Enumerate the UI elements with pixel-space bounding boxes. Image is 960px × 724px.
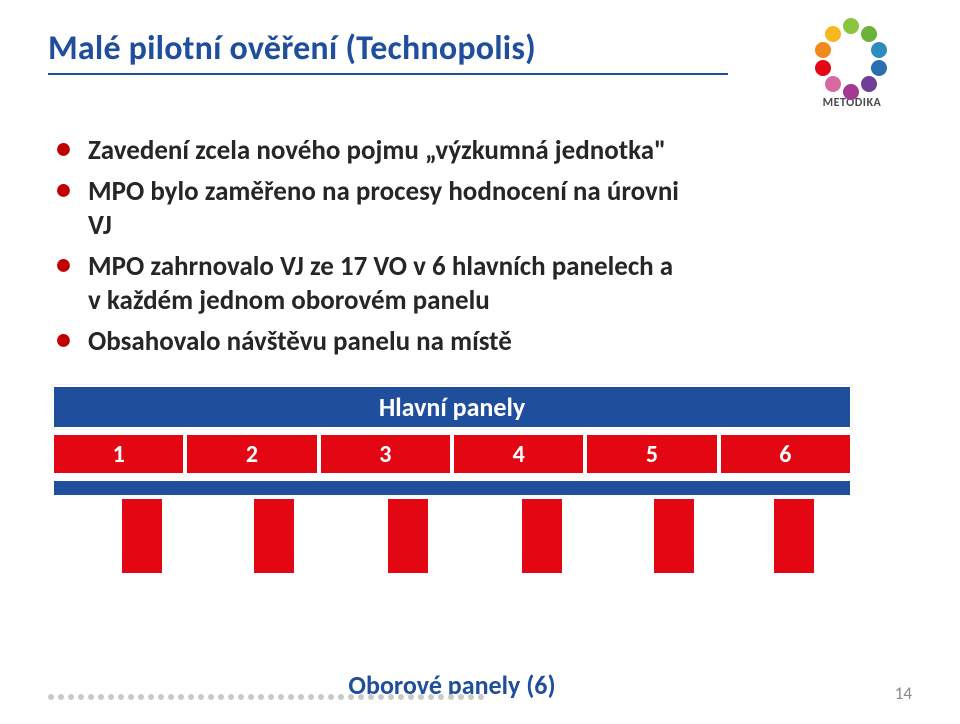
bullet-text: MPO zahrnovalo VJ ze 17 VO v 6 hlavních … bbox=[88, 250, 673, 283]
footer-dot bbox=[198, 694, 204, 700]
bullet-text: Obsahovalo návštěvu panelu na místě bbox=[88, 325, 512, 358]
footer-dot bbox=[218, 694, 224, 700]
bullet-item: MPO zahrnovalo VJ ze 17 VO v 6 hlavních … bbox=[82, 250, 912, 319]
footer-dot bbox=[88, 694, 94, 700]
footer-dot bbox=[418, 694, 424, 700]
footer-dot bbox=[188, 694, 194, 700]
bullet-text: Zavedení zcela nového pojmu „výzkumná je… bbox=[88, 134, 666, 167]
logo-dot bbox=[825, 26, 841, 42]
main-panel-cell: 5 bbox=[585, 433, 718, 475]
footer-dot bbox=[228, 694, 234, 700]
main-panel-cell: 3 bbox=[319, 433, 452, 475]
sub-panel-leg bbox=[120, 497, 164, 575]
footer-dot bbox=[258, 694, 264, 700]
sub-panel-leg bbox=[520, 497, 564, 575]
footer-dot bbox=[138, 694, 144, 700]
logo-dot bbox=[871, 42, 887, 58]
footer-dot bbox=[388, 694, 394, 700]
main-panel-row: 123456 bbox=[52, 433, 852, 475]
main-panel-cell: 6 bbox=[719, 433, 852, 475]
logo-dot bbox=[861, 26, 877, 42]
logo-dot bbox=[843, 18, 859, 34]
footer-dot bbox=[98, 694, 104, 700]
logo-dot bbox=[871, 60, 887, 76]
diagram-header: Hlavní panely bbox=[52, 385, 852, 429]
main-panel-cell: 4 bbox=[452, 433, 585, 475]
footer-dot bbox=[368, 694, 374, 700]
bullet-text: MPO bylo zaměřeno na procesy hodnocení n… bbox=[88, 175, 679, 208]
bullet-item: MPO bylo zaměřeno na procesy hodnocení n… bbox=[82, 175, 912, 244]
logo-dot bbox=[815, 60, 831, 76]
logo: METODIKA bbox=[792, 24, 912, 110]
sub-panel-leg bbox=[772, 497, 816, 575]
footer-dot bbox=[468, 694, 474, 700]
footer-dot bbox=[158, 694, 164, 700]
footer-dot bbox=[148, 694, 154, 700]
footer-dot bbox=[458, 694, 464, 700]
footer-dot bbox=[68, 694, 74, 700]
footer-dot bbox=[208, 694, 214, 700]
footer-dot bbox=[438, 694, 444, 700]
main-panel-cell: 2 bbox=[185, 433, 318, 475]
slide-title: Malé pilotní ověření (Technopolis) bbox=[48, 28, 792, 69]
footer-dot bbox=[328, 694, 334, 700]
logo-dots bbox=[811, 24, 893, 106]
bullet-item: Obsahovalo návštěvu panelu na místě bbox=[82, 325, 912, 360]
bullet-text-cont: VJ bbox=[88, 209, 912, 244]
logo-dot bbox=[815, 42, 831, 58]
bullet-item: Zavedení zcela nového pojmu „výzkumná je… bbox=[82, 134, 912, 169]
footer-dots bbox=[48, 694, 484, 700]
footer-dot bbox=[278, 694, 284, 700]
footer-dot bbox=[48, 694, 54, 700]
footer-dot bbox=[408, 694, 414, 700]
footer-dot bbox=[58, 694, 64, 700]
footer-dot bbox=[238, 694, 244, 700]
footer-dot bbox=[108, 694, 114, 700]
footer-dot bbox=[268, 694, 274, 700]
footer-dot bbox=[478, 694, 484, 700]
sub-panel-leg bbox=[652, 497, 696, 575]
footer-dot bbox=[398, 694, 404, 700]
footer-dot bbox=[358, 694, 364, 700]
legs-row bbox=[52, 497, 852, 577]
footer-dot bbox=[298, 694, 304, 700]
page-number: 14 bbox=[895, 683, 912, 704]
footer-dot bbox=[178, 694, 184, 700]
logo-dot bbox=[825, 76, 841, 92]
sub-panel-leg bbox=[386, 497, 430, 575]
footer-dot bbox=[118, 694, 124, 700]
footer-dot bbox=[248, 694, 254, 700]
footer-dot bbox=[378, 694, 384, 700]
logo-dot bbox=[843, 84, 859, 100]
sub-rail bbox=[52, 479, 852, 497]
bullet-list: Zavedení zcela nového pojmu „výzkumná je… bbox=[48, 134, 912, 359]
title-rule bbox=[48, 73, 728, 75]
footer-dot bbox=[348, 694, 354, 700]
footer-dot bbox=[78, 694, 84, 700]
footer-dot bbox=[288, 694, 294, 700]
footer-dot bbox=[168, 694, 174, 700]
footer-dot bbox=[308, 694, 314, 700]
footer-dot bbox=[448, 694, 454, 700]
sub-panel-leg bbox=[252, 497, 296, 575]
panels-diagram: Hlavní panely 123456 Oborové panely (6) bbox=[52, 385, 852, 701]
logo-dot bbox=[861, 76, 877, 92]
footer-dot bbox=[318, 694, 324, 700]
footer-dot bbox=[128, 694, 134, 700]
main-panel-cell: 1 bbox=[52, 433, 185, 475]
bullet-text-cont: v každém jednom oborovém panelu bbox=[88, 284, 912, 319]
footer-dot bbox=[428, 694, 434, 700]
footer-dot bbox=[338, 694, 344, 700]
